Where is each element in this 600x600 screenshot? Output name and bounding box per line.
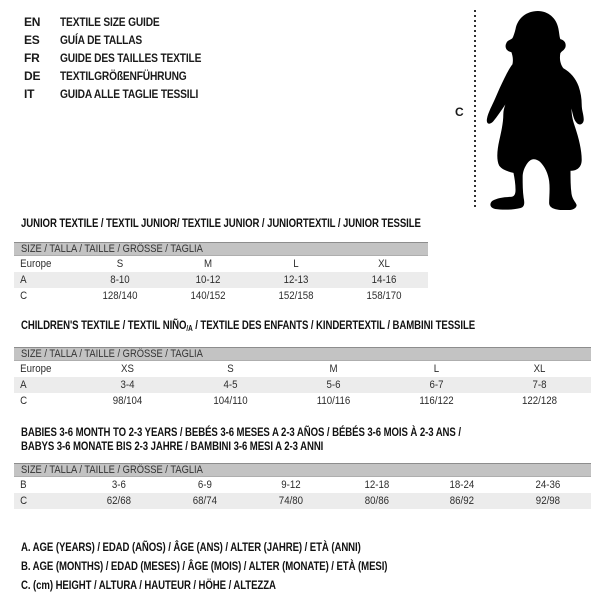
language-code: FR — [24, 51, 40, 65]
size-cell: 128/140 — [102, 290, 138, 302]
size-header-bar: SIZE / TALLA / TAILLE / GRÖSSE / TAGLIA — [14, 347, 591, 361]
row-label: C — [20, 395, 28, 407]
size-cell: 10-12 — [195, 274, 221, 286]
size-cell: L — [433, 363, 440, 375]
size-cell: S — [116, 258, 124, 270]
size-header-text: SIZE / TALLA / TAILLE / GRÖSSE / TAGLIA — [21, 348, 203, 360]
row-label: Europe — [20, 363, 52, 375]
table-row: Europe S M L XL — [14, 256, 428, 272]
size-cell: S — [227, 363, 234, 375]
language-row: FR GUIDE DES TAILLES TEXTILE — [24, 49, 226, 67]
size-cell: 5-6 — [326, 379, 341, 391]
size-header-text: SIZE / TALLA / TAILLE / GRÖSSE / TAGLIA — [21, 464, 203, 476]
size-cell: 18-24 — [449, 479, 475, 491]
size-cell: 92/98 — [535, 495, 561, 507]
size-cell: 62/68 — [106, 495, 132, 507]
size-cell: 98/104 — [112, 395, 143, 407]
size-cell: 110/116 — [316, 395, 351, 407]
size-cell: 6-9 — [197, 479, 212, 491]
size-cell: XL — [378, 258, 390, 270]
size-cell: 140/152 — [190, 290, 226, 302]
baby-silhouette — [486, 11, 584, 210]
size-cell: 9-12 — [280, 479, 301, 491]
row-label: B — [20, 479, 27, 491]
language-row: DE TEXTILGRÖßENFÜHRUNG — [24, 67, 226, 85]
size-cell: M — [329, 363, 338, 375]
size-cell: 14-16 — [371, 274, 397, 286]
size-cell: XL — [533, 363, 546, 375]
size-header-bar: SIZE / TALLA / TAILLE / GRÖSSE / TAGLIA — [14, 242, 428, 256]
size-cell: 24-36 — [535, 479, 561, 491]
size-cell: 158/170 — [366, 290, 402, 302]
baby-silhouette-path — [486, 11, 584, 210]
size-cell: 7-8 — [532, 379, 547, 391]
size-cell: 3-6 — [111, 479, 126, 491]
size-cell: 12-13 — [283, 274, 309, 286]
row-label: A — [20, 274, 27, 286]
children-size-table: SIZE / TALLA / TAILLE / GRÖSSE / TAGLIA … — [14, 347, 591, 409]
row-label: C — [20, 290, 28, 302]
size-cell: 152/158 — [278, 290, 314, 302]
size-cell: 3-4 — [120, 379, 135, 391]
language-list: EN TEXTILE SIZE GUIDE ES GUÍA DE TALLAS … — [24, 13, 226, 103]
language-label: GUÍA DE TALLAS — [60, 33, 143, 47]
row-label: A — [20, 379, 27, 391]
size-cell: 12-18 — [364, 479, 389, 491]
title-line: BABYS 3-6 MONATE BIS 2-3 JAHRE / BAMBINI… — [21, 439, 324, 453]
junior-size-table: SIZE / TALLA / TAILLE / GRÖSSE / TAGLIA … — [14, 242, 428, 304]
size-header-text: SIZE / TALLA / TAILLE / GRÖSSE / TAGLIA — [21, 243, 203, 255]
children-section-title: CHILDREN'S TEXTILE / TEXTIL NIÑO/A / TEX… — [21, 318, 589, 334]
language-code: DE — [24, 69, 41, 83]
title-subscript: /A — [186, 324, 193, 333]
babies-size-table: SIZE / TALLA / TAILLE / GRÖSSE / TAGLIA … — [14, 463, 591, 509]
row-label: Europe — [20, 258, 52, 270]
size-cell: L — [293, 258, 299, 270]
size-cell: XS — [121, 363, 134, 375]
table-row: C 128/140 140/152 152/158 158/170 — [14, 288, 428, 304]
table-row: C 62/68 68/74 74/80 80/86 86/92 92/98 — [14, 493, 591, 509]
size-cell: 68/74 — [192, 495, 217, 507]
language-row: EN TEXTILE SIZE GUIDE — [24, 13, 226, 31]
language-label: GUIDE DES TAILLES TEXTILE — [60, 51, 202, 65]
size-cell: M — [203, 258, 213, 270]
size-cell: 74/80 — [278, 495, 303, 507]
table-row: A 3-4 4-5 5-6 6-7 7-8 — [14, 377, 591, 393]
language-row: ES GUÍA DE TALLAS — [24, 31, 226, 49]
height-measure-line — [474, 10, 476, 208]
language-code: ES — [24, 33, 40, 47]
junior-section-title: JUNIOR TEXTILE / TEXTIL JUNIOR/ TEXTILE … — [21, 216, 421, 230]
babies-section-title: BABIES 3-6 MONTH TO 2-3 YEARS / BEBÉS 3-… — [21, 425, 571, 453]
size-cell: 8-10 — [110, 274, 130, 286]
row-label: C — [20, 495, 28, 507]
table-row: Europe XS S M L XL — [14, 361, 591, 377]
size-cell: 104/110 — [213, 395, 248, 407]
footnotes: A. AGE (YEARS) / EDAD (AÑOS) / ÂGE (ANS)… — [21, 537, 479, 594]
height-measure-label: C — [455, 105, 464, 119]
language-code: IT — [24, 87, 35, 101]
title-line: BABIES 3-6 MONTH TO 2-3 YEARS / BEBÉS 3-… — [21, 425, 461, 439]
title-text: CHILDREN'S TEXTILE / TEXTIL NIÑO — [21, 318, 187, 332]
footnote-c: C. (cm) HEIGHT / ALTURA / HAUTEUR / HÖHE… — [21, 577, 276, 592]
size-cell: 6-7 — [429, 379, 444, 391]
size-cell: 4-5 — [223, 379, 238, 391]
table-row: A 8-10 10-12 12-13 14-16 — [14, 272, 428, 288]
size-cell: 122/128 — [521, 395, 557, 407]
language-label: TEXTILGRÖßENFÜHRUNG — [60, 69, 187, 83]
size-cell: 80/86 — [364, 495, 389, 507]
size-header-bar: SIZE / TALLA / TAILLE / GRÖSSE / TAGLIA — [14, 463, 591, 477]
size-cell: 86/92 — [450, 495, 475, 507]
title-text: / TEXTILE DES ENFANTS / KINDERTEXTIL / B… — [192, 318, 476, 332]
footnote-b: B. AGE (MONTHS) / EDAD (MESES) / ÂGE (MO… — [21, 558, 388, 573]
size-cell: 116/122 — [419, 395, 454, 407]
footnote-a: A. AGE (YEARS) / EDAD (AÑOS) / ÂGE (ANS)… — [21, 539, 361, 554]
table-row: B 3-6 6-9 9-12 12-18 18-24 24-36 — [14, 477, 591, 493]
table-row: C 98/104 104/110 110/116 116/122 122/128 — [14, 393, 591, 409]
language-row: IT GUIDA ALLE TAGLIE TESSILI — [24, 85, 226, 103]
language-label: TEXTILE SIZE GUIDE — [60, 15, 160, 29]
language-code: EN — [24, 15, 41, 29]
language-label: GUIDA ALLE TAGLIE TESSILI — [60, 87, 199, 101]
